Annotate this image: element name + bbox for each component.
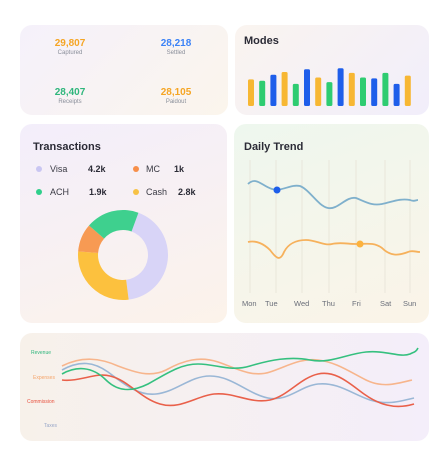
day-label-thu: Thu	[322, 299, 335, 308]
donut-slice	[89, 210, 139, 239]
stat-label: Paidout	[165, 99, 187, 105]
series-label-commission: Commission	[27, 399, 55, 405]
trend-point-2	[356, 240, 364, 248]
modes-bar	[259, 80, 266, 106]
modes-bar	[248, 79, 254, 106]
modes-bar	[393, 83, 400, 106]
stat-settled: 28,218 Settled	[136, 38, 216, 56]
stat-value: 28,105	[160, 87, 192, 98]
legend-visa-label: Visa	[50, 164, 68, 174]
stats-card	[20, 25, 228, 115]
series-label-taxes: Taxes	[44, 423, 58, 429]
day-label-mon: Mon	[242, 299, 257, 308]
legend-cash-value: 2.8k	[178, 187, 196, 197]
day-label-tue: Tue	[265, 299, 278, 308]
modes-bar	[326, 82, 333, 106]
legend-ach-value: 1.9k	[89, 187, 107, 197]
stat-captured: 29,807 Captured	[30, 38, 110, 56]
modes-bar	[337, 68, 344, 106]
donut-slice	[78, 251, 129, 301]
modes-bar	[404, 75, 411, 106]
modes-bar	[304, 69, 310, 106]
trend-line-2	[247, 239, 421, 259]
stat-label: Receipts	[58, 99, 82, 105]
day-label-sun: Sun	[403, 299, 417, 308]
modes-bar	[281, 71, 288, 106]
donut-slice	[126, 212, 169, 300]
modes-title: Modes	[244, 35, 279, 47]
legend-visa-value: 4.2k	[88, 164, 106, 174]
legend-mc-label: MC	[146, 164, 160, 174]
series-line-expenses	[61, 358, 413, 386]
series-line-commission	[61, 372, 415, 408]
daily-trend-card	[234, 124, 429, 323]
trend-point-1	[273, 186, 281, 194]
day-label-sat: Sat	[380, 299, 392, 308]
stat-receipts: 28,407 Receipts	[30, 87, 110, 105]
legend-mc-value: 1k	[174, 164, 185, 174]
donut-slice	[78, 225, 105, 253]
series-label-expenses: Expenses	[33, 375, 55, 381]
transactions-title: Transactions	[33, 141, 101, 153]
modes-bar	[292, 83, 299, 106]
stat-label: Captured	[57, 50, 83, 56]
modes-bar	[270, 74, 277, 106]
stat-value: 28,218	[160, 38, 192, 49]
stat-value: 28,407	[54, 87, 86, 98]
legend-cash-label: Cash	[146, 187, 168, 197]
modes-bar	[315, 77, 322, 106]
legend-mc-dot	[133, 166, 139, 172]
modes-bar	[371, 78, 378, 106]
series-line-taxes	[61, 362, 415, 404]
day-label-wed: Wed	[294, 299, 310, 308]
modes-bar	[360, 77, 366, 106]
legend-cash-dot	[133, 189, 139, 195]
series-label-revenue: Revenue	[31, 350, 52, 356]
daily-trend-title: Daily Trend	[244, 141, 304, 153]
stat-value: 29,807	[54, 38, 86, 49]
stat-paidout: 28,105 Paidout	[136, 87, 216, 105]
legend-visa-dot	[36, 166, 42, 172]
modes-bar	[348, 72, 355, 106]
stat-label: Settled	[166, 50, 186, 56]
legend-ach-dot	[36, 189, 42, 195]
legend-ach-label: ACH	[50, 187, 70, 197]
day-label-fri: Fri	[352, 299, 361, 308]
modes-bar	[382, 72, 389, 106]
multi-line-card	[20, 333, 429, 441]
series-line-revenue	[61, 347, 419, 391]
